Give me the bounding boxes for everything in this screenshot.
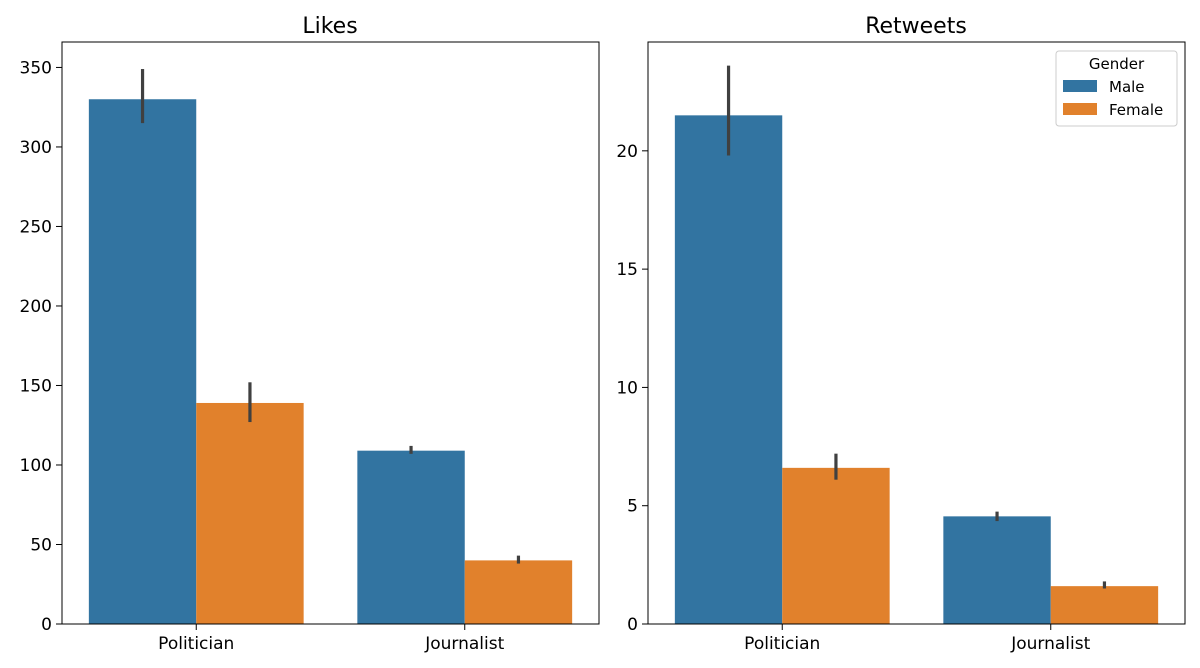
likes-bar-male [88,99,197,624]
likes-y-tick-label: 300 [20,138,52,158]
retweets-bar-female [1050,586,1159,624]
retweets-bar-male [943,516,1051,624]
likes-y-axis: 0 50 100 150 200 250 300 350 [20,58,62,635]
retweets-bar-female [782,467,890,624]
legend-label-male: Male [1109,78,1145,96]
retweets-y-tick-label: 20 [616,142,638,162]
retweets-bar-male [674,115,783,624]
likes-chart-title: Likes [302,14,357,39]
likes-y-tick-label: 0 [41,615,52,635]
likes-y-tick-label: 200 [20,297,52,317]
legend-label-female: Female [1109,101,1163,119]
likes-bar-female [464,560,573,624]
legend-swatch-male [1063,80,1097,92]
likes-x-tick-label: Journalist [424,634,504,654]
retweets-y-axis: 0 5 10 15 20 [616,142,648,635]
retweets-y-tick-label: 5 [627,497,638,517]
retweets-chart-marks [674,65,1159,624]
legend: Gender Male Female [1055,50,1178,127]
likes-bar-male [357,450,465,624]
retweets-x-tick-label: Politician [744,634,820,654]
likes-y-tick-label: 100 [20,456,52,476]
likes-chart-marks [88,69,573,624]
likes-plot-frame [61,41,600,625]
likes-y-tick-label: 250 [20,217,52,237]
likes-x-axis: Politician Journalist [158,624,505,654]
retweets-plot-frame [647,41,1186,625]
retweets-y-tick-label: 0 [627,615,638,635]
retweets-y-tick-label: 10 [616,378,638,398]
legend-title: Gender [1089,55,1145,73]
likes-y-tick-label: 150 [20,376,52,396]
likes-y-tick-label: 50 [30,535,52,555]
retweets-x-tick-label: Journalist [1010,634,1090,654]
likes-y-tick-label: 350 [20,58,52,78]
likes-chart: Likes 0 50 100 150 200 250 300 350 Politician Jo… [20,14,600,654]
retweets-chart: Retweets 0 5 10 15 20 Politician Journalist [616,14,1186,654]
retweets-chart-title: Retweets [865,14,967,39]
retweets-x-axis: Politician Journalist [744,624,1091,654]
retweets-y-tick-label: 15 [616,260,638,280]
likes-x-tick-label: Politician [158,634,234,654]
likes-bar-female [196,402,304,624]
legend-swatch-female [1063,103,1097,115]
